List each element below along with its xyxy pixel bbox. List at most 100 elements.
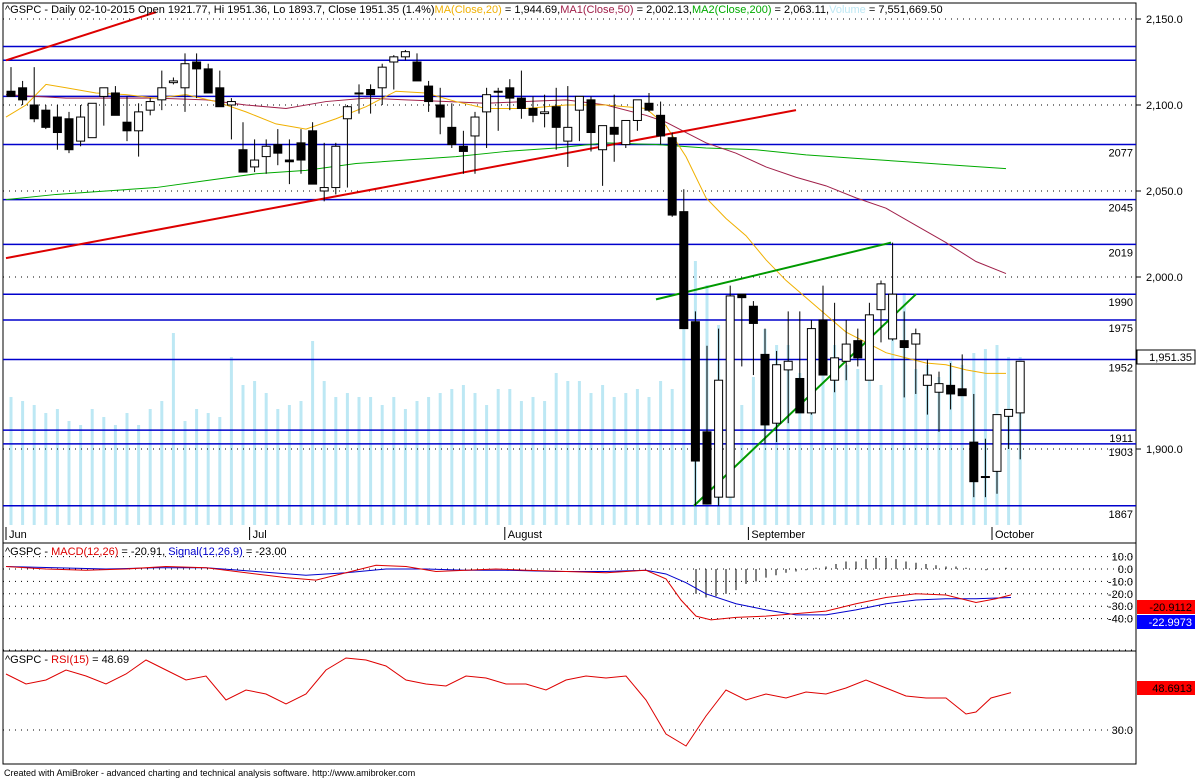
- signal-value: = -23.00: [243, 546, 287, 558]
- trend-lines: [5, 11, 917, 507]
- volume-bar: [508, 389, 512, 525]
- candle-down: [551, 106, 561, 128]
- candle-down: [609, 126, 619, 135]
- candle-up: [319, 187, 329, 192]
- macd-badge-bg: [1137, 600, 1195, 614]
- macd-tick-label: -10.0: [1108, 576, 1133, 588]
- volume-bar: [322, 381, 326, 525]
- candle-up: [1015, 360, 1025, 414]
- candle-down: [238, 149, 248, 173]
- rsi-prefix: ^GSPC -: [5, 654, 51, 666]
- ma200-line: [5, 142, 1007, 201]
- candle-up: [540, 111, 550, 115]
- ma20-label: MA(Close,20): [435, 4, 502, 16]
- candle-up: [922, 374, 932, 386]
- macd-plot: 10.00.0-10.0-20.0-30.0-40.0: [3, 552, 1136, 626]
- candle-up: [377, 66, 387, 89]
- ma50-label: MA1(Close,50): [560, 4, 633, 16]
- volume-bar: [9, 397, 13, 525]
- candle-down: [52, 116, 62, 134]
- candle-down: [203, 68, 213, 94]
- volume-bar: [334, 397, 338, 525]
- volume-bar: [90, 409, 94, 525]
- volume-bar: [345, 393, 349, 525]
- rsi-value: = 48.69: [89, 654, 129, 666]
- volume-bar: [659, 381, 663, 525]
- candle-down: [64, 118, 74, 151]
- rsi-panel-frame: [2, 650, 1137, 765]
- volume-bar: [949, 361, 953, 525]
- candles: [6, 49, 1025, 506]
- candle-up: [331, 145, 341, 189]
- volume-bar: [786, 345, 790, 525]
- candle-down: [656, 114, 666, 137]
- candle-up: [806, 328, 816, 414]
- volume-bar: [218, 417, 222, 525]
- volume-bar: [543, 401, 547, 525]
- candle-down: [29, 104, 39, 120]
- ma20-line: [5, 83, 1006, 374]
- volume-bar: [183, 421, 187, 525]
- level-label: 2045: [1109, 203, 1133, 215]
- candle-up: [1004, 408, 1014, 417]
- candle-down: [946, 384, 956, 395]
- candle-up: [888, 293, 898, 340]
- candle-up: [157, 87, 167, 101]
- candle-down: [667, 137, 677, 216]
- volume-bar: [856, 369, 860, 525]
- candle-down: [516, 97, 526, 109]
- macd-tick-label: -30.0: [1108, 601, 1133, 613]
- red-trend-line: [5, 11, 157, 62]
- candle-up: [714, 379, 724, 498]
- volume-bar: [473, 393, 477, 525]
- macd-tick-label: 0.0: [1118, 564, 1133, 576]
- rsi-badge-bg: [1137, 681, 1195, 695]
- volume-bar: [682, 317, 686, 525]
- volume-bar: [983, 349, 987, 525]
- volume-bar: [102, 417, 106, 525]
- candle-down: [760, 353, 770, 426]
- rsi-header: ^GSPC - RSI(15) = 48.69: [5, 654, 129, 666]
- volume-bar: [427, 397, 431, 525]
- volume-bar: [485, 405, 489, 525]
- candle-down: [424, 85, 434, 103]
- candle-up: [389, 56, 399, 63]
- volume-bar: [925, 365, 929, 525]
- candle-down: [412, 61, 422, 82]
- macd-value: = -20.91,: [118, 546, 168, 558]
- macd-tick-label: -40.0: [1108, 614, 1133, 626]
- volume-bar: [960, 365, 964, 525]
- candle-up: [621, 119, 631, 146]
- candle-down: [795, 377, 805, 414]
- candle-up: [168, 80, 178, 84]
- candle-down: [505, 87, 515, 99]
- macd-panel-frame: [2, 542, 1137, 652]
- volume-bar: [670, 389, 674, 525]
- ma20-value: = 1,944.69,: [502, 4, 560, 16]
- volume-bar: [833, 345, 837, 525]
- volume-bar: [809, 365, 813, 525]
- volume-bar: [369, 397, 373, 525]
- level-label: 1911: [1109, 433, 1133, 445]
- volume-bar: [751, 377, 755, 525]
- candle-down: [644, 102, 654, 111]
- level-label: 1867: [1109, 509, 1133, 521]
- volume-bar: [519, 401, 523, 525]
- rsi-badge: 48.6913: [1152, 683, 1192, 695]
- volume-bar: [299, 401, 303, 525]
- volume-bar: [937, 377, 941, 525]
- macd-tick-label: 10.0: [1112, 552, 1133, 564]
- volume-bar: [287, 405, 291, 525]
- volume-label: Volume: [829, 4, 866, 16]
- macd-badge: -20.9112: [1149, 602, 1192, 614]
- candle-up: [980, 476, 990, 479]
- ma50-value: = 2,002.13,: [634, 4, 692, 16]
- level-label: 2077: [1109, 148, 1133, 160]
- candle-down: [969, 441, 979, 483]
- candle-down: [818, 319, 828, 376]
- price-tick-label: 2,100.0: [1146, 100, 1183, 112]
- candle-down: [435, 104, 445, 118]
- candle-down: [957, 388, 967, 397]
- candle-up: [180, 63, 190, 89]
- candle-down: [748, 305, 758, 324]
